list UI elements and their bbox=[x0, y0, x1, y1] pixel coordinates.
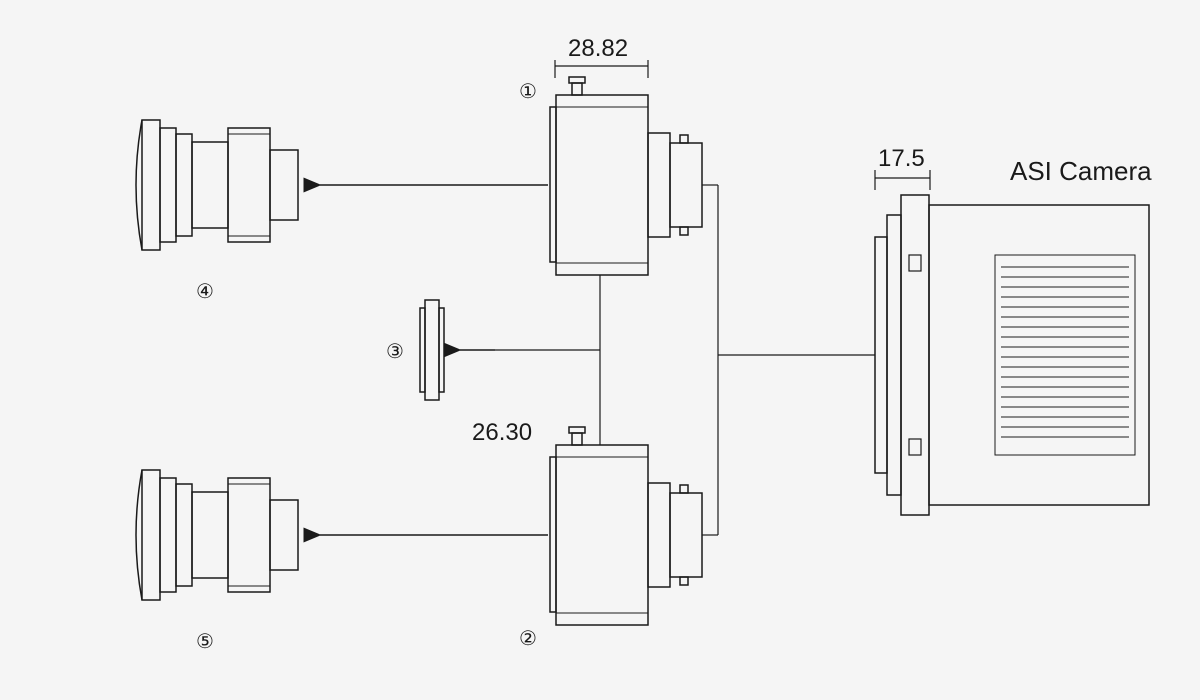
dim-camera bbox=[875, 170, 930, 190]
diagram-svg: ④ ⑤ ① 28.82 bbox=[0, 0, 1200, 700]
callout-3: ③ bbox=[386, 341, 404, 363]
adapter-1 bbox=[550, 77, 702, 275]
dim-adapter1-label: 28.82 bbox=[568, 35, 628, 62]
asi-camera bbox=[875, 195, 1149, 515]
callout-4: ④ bbox=[196, 281, 214, 303]
diagram-canvas: ④ ⑤ ① 28.82 bbox=[0, 0, 1200, 700]
camera-title: ASI Camera bbox=[1010, 156, 1152, 186]
callout-2: ② bbox=[519, 628, 537, 650]
lens-bottom bbox=[136, 470, 298, 600]
callout-1: ① bbox=[519, 81, 537, 103]
filter bbox=[420, 300, 444, 400]
dim-camera-label: 17.5 bbox=[878, 145, 925, 172]
lens-top bbox=[136, 120, 298, 250]
dim-adapter1 bbox=[555, 60, 648, 78]
adapter-2 bbox=[550, 427, 702, 625]
dim-adapter2-label: 26.30 bbox=[472, 419, 532, 446]
callout-5: ⑤ bbox=[196, 631, 214, 653]
